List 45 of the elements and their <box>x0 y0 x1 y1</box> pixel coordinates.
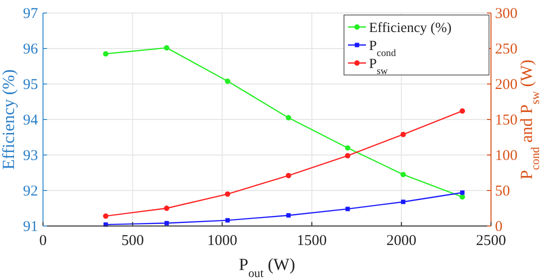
point <box>460 194 466 200</box>
point <box>164 220 169 226</box>
point <box>103 213 108 219</box>
x-axis-title: P$_{out}$ (W) <box>238 255 296 278</box>
legend-label: Efficiency (%) <box>369 21 452 36</box>
x-tick-label: 0 <box>39 233 47 249</box>
point <box>344 145 350 151</box>
point <box>224 191 230 197</box>
point <box>164 45 170 50</box>
point <box>224 78 230 84</box>
x-tick-label: 500 <box>121 233 144 249</box>
y-tick-label: 94 <box>23 112 38 128</box>
y2-tick-label: 150 <box>495 112 518 128</box>
y-tick-label: 93 <box>23 148 38 164</box>
y-tick-label: 92 <box>23 184 38 200</box>
x-tick-label: 1500 <box>296 233 327 249</box>
x-tick-label: 2000 <box>386 233 416 249</box>
point <box>460 108 466 114</box>
y-tick-label: 97 <box>23 6 38 22</box>
point <box>225 218 230 223</box>
y-tick-label: 91 <box>23 219 38 235</box>
point <box>400 132 406 138</box>
point <box>103 51 108 57</box>
legend-label: P$_{cond}$ <box>369 39 396 58</box>
y2-tick-label: 100 <box>495 148 518 164</box>
point <box>286 172 292 178</box>
point <box>286 213 291 218</box>
y2-tick-label: 0 <box>495 219 502 235</box>
point <box>460 190 465 195</box>
y-tick-label: 96 <box>23 42 38 58</box>
legend-label: P$_{sw}$ <box>369 57 389 76</box>
point <box>345 206 350 212</box>
point <box>400 172 406 178</box>
y-tick-label: 95 <box>23 77 38 93</box>
y-axis-title: Efficiency (%) <box>0 69 18 170</box>
point <box>286 115 292 120</box>
y2-tick-label: 200 <box>495 77 518 93</box>
x-tick-label: 2500 <box>476 233 506 249</box>
y2-tick-label: 250 <box>495 42 518 58</box>
x-tick-label: 1000 <box>207 233 238 249</box>
point <box>400 200 406 204</box>
y2-tick-label: 300 <box>495 6 518 22</box>
point <box>164 206 170 211</box>
y2-tick-label: 50 <box>495 184 510 200</box>
point <box>344 153 350 158</box>
